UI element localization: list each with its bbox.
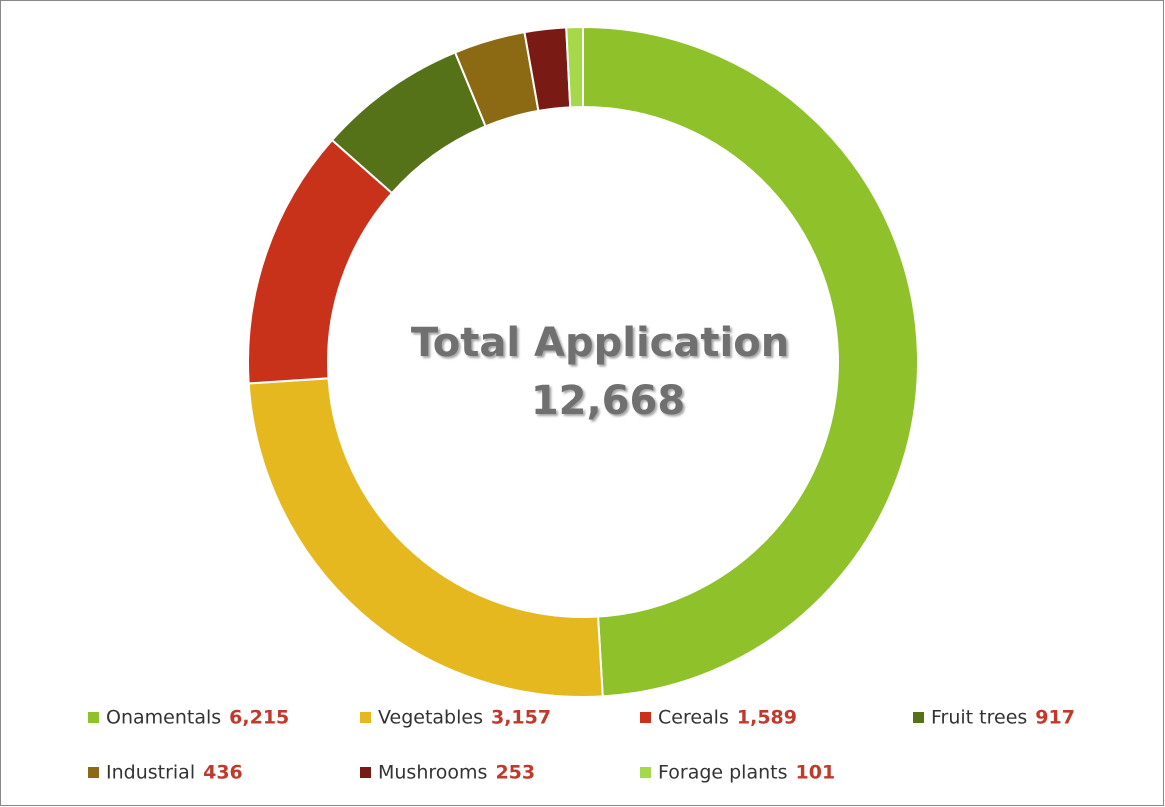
legend-value: 3,157 (491, 707, 551, 729)
center-total: 12,668 (531, 378, 685, 424)
legend-label: Industrial (106, 762, 195, 784)
legend-value: 6,215 (229, 707, 289, 729)
legend-label: Fruit trees (931, 707, 1027, 729)
legend-swatch (88, 767, 99, 778)
legend-swatch (360, 767, 371, 778)
donut (247, 25, 919, 698)
legend-label: Mushrooms (378, 762, 487, 784)
donut-segment (582, 25, 919, 698)
donut-segment (565, 25, 584, 109)
legend-label: Onamentals (106, 707, 221, 729)
legend-label: Forage plants (658, 762, 788, 784)
center-title: Total Application (411, 320, 789, 366)
legend: Onamentals 6,215 Vegetables 3,157 Cereals 1,5… (88, 707, 1075, 784)
legend-swatch (640, 712, 651, 723)
legend-swatch (360, 712, 371, 723)
legend-value: 253 (495, 762, 535, 784)
legend-label: Vegetables (378, 707, 483, 729)
legend-value: 436 (203, 762, 243, 784)
legend-value: 101 (796, 762, 836, 784)
legend-swatch (640, 767, 651, 778)
legend-swatch (913, 712, 924, 723)
legend-value: 917 (1035, 707, 1075, 729)
legend-swatch (88, 712, 99, 723)
legend-value: 1,589 (737, 707, 797, 729)
legend-label: Cereals (658, 707, 729, 729)
